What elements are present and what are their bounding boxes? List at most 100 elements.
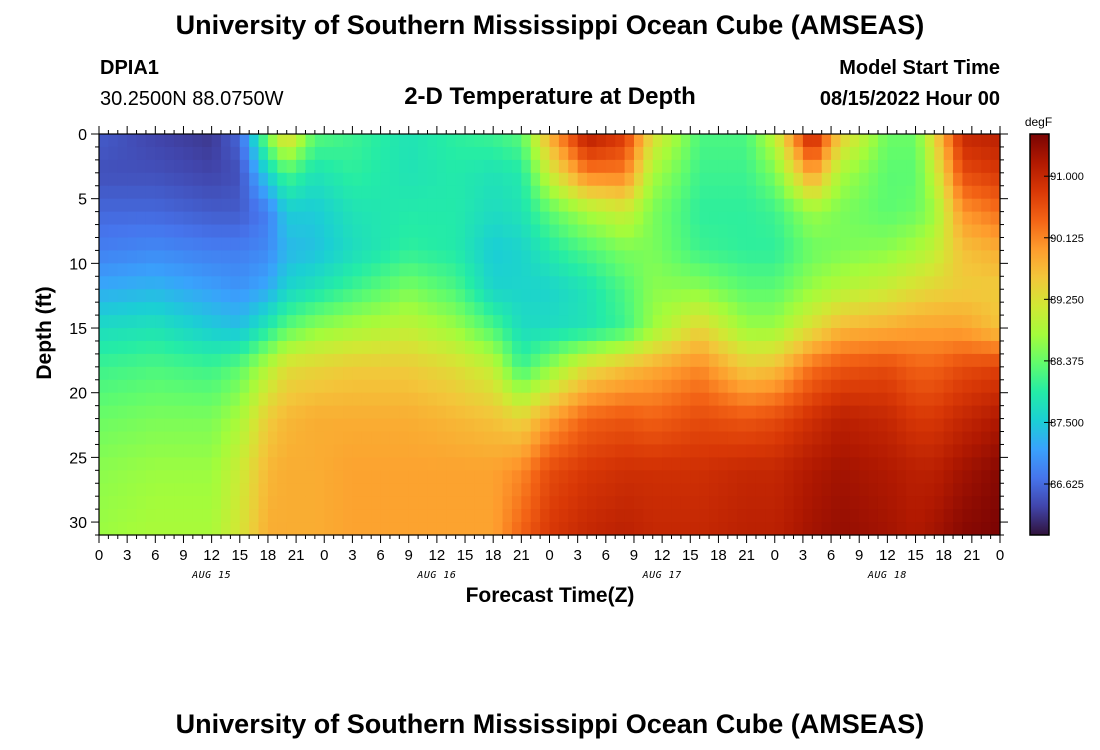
heat-cell — [427, 366, 438, 381]
heat-cell — [624, 211, 635, 226]
heat-cell — [371, 470, 382, 484]
heat-cell — [493, 379, 504, 394]
heat-cell — [558, 185, 569, 200]
heat-cell — [793, 263, 804, 277]
heat-cell — [418, 198, 429, 213]
heat-cell — [155, 418, 166, 433]
heat-cell — [868, 418, 879, 433]
heat-cell — [896, 134, 907, 148]
heat-cell — [718, 211, 729, 226]
heat-cell — [849, 496, 860, 510]
heat-cell — [896, 198, 907, 213]
heat-cell — [802, 522, 813, 536]
heat-cell — [962, 185, 973, 200]
heat-cell — [831, 134, 842, 148]
heat-cell — [915, 444, 926, 458]
heat-cell — [258, 522, 269, 536]
heat-cell — [924, 509, 935, 523]
heat-cell — [587, 276, 598, 290]
heat-cell — [784, 366, 795, 381]
heat-cell — [812, 328, 823, 342]
heat-cell — [530, 134, 541, 148]
heat-cell — [652, 496, 663, 510]
heat-cell — [718, 315, 729, 329]
heat-cell — [812, 224, 823, 239]
heat-cell — [690, 172, 701, 187]
heat-cell — [174, 392, 185, 407]
heat-cell — [192, 250, 203, 264]
heat-cell — [662, 496, 673, 510]
heat-cell — [924, 224, 935, 239]
heat-cell — [221, 328, 231, 342]
heat-cell — [802, 340, 813, 355]
heat-cell — [352, 289, 363, 303]
heat-cell — [483, 392, 494, 407]
heat-cell — [859, 315, 870, 329]
heat-cell — [596, 315, 607, 329]
heat-cell — [549, 418, 560, 433]
heat-cell — [418, 289, 429, 303]
heat-cell — [549, 431, 560, 446]
heat-cell — [145, 134, 156, 148]
heat-cell — [408, 392, 419, 407]
heat-cell — [962, 211, 973, 226]
heat-cell — [399, 366, 410, 381]
heat-cell — [155, 366, 166, 381]
heat-cell — [145, 483, 156, 497]
heat-cell — [540, 509, 551, 523]
heat-cell — [587, 418, 598, 433]
heat-cell — [446, 224, 457, 239]
heat-cell — [793, 302, 804, 316]
heat-cell — [446, 457, 457, 471]
heat-cell — [577, 185, 588, 200]
heat-cell — [943, 457, 954, 471]
heat-cell — [493, 289, 504, 303]
heat-cell — [699, 146, 710, 161]
heat-cell — [746, 185, 757, 200]
heat-cell — [924, 483, 935, 497]
heat-cell — [343, 405, 354, 420]
heat-cell — [436, 172, 447, 187]
heat-cell — [408, 263, 419, 277]
heat-cell — [408, 340, 419, 355]
heat-cell — [671, 185, 682, 200]
heat-cell — [737, 418, 748, 433]
heat-cell — [633, 328, 644, 342]
heat-cell — [765, 172, 776, 187]
heat-cell — [896, 353, 907, 368]
heat-cell — [821, 302, 832, 316]
heat-cell — [371, 431, 382, 446]
heat-cell — [155, 496, 166, 510]
heat-cell — [755, 340, 766, 355]
heat-cell — [840, 198, 851, 213]
heat-cell — [680, 431, 691, 446]
heat-cell — [305, 444, 316, 458]
heat-cell — [192, 263, 203, 277]
heat-cell — [887, 392, 898, 407]
heat-cell — [568, 328, 579, 342]
heat-cell — [155, 405, 166, 420]
heat-cell — [164, 509, 175, 523]
heat-cell — [671, 509, 682, 523]
x-tick-label: 12 — [429, 547, 446, 564]
heat-cell — [680, 237, 691, 252]
heat-cell — [305, 392, 316, 407]
heat-cell — [971, 159, 982, 174]
heat-cell — [906, 405, 917, 420]
heat-cell — [183, 302, 194, 316]
heat-cell — [680, 185, 691, 200]
heat-cell — [718, 302, 729, 316]
heat-cell — [605, 483, 616, 497]
heat-cell — [671, 392, 682, 407]
heat-cell — [971, 353, 982, 368]
heat-cell — [211, 185, 222, 200]
heat-cell — [615, 224, 626, 239]
heat-cell — [183, 444, 194, 458]
heat-cell — [971, 457, 982, 471]
heat-cell — [380, 263, 391, 277]
heat-cell — [755, 328, 766, 342]
heat-cell — [314, 276, 325, 290]
heat-cell — [540, 470, 551, 484]
heat-cell — [934, 470, 945, 484]
heat-cell — [840, 353, 851, 368]
